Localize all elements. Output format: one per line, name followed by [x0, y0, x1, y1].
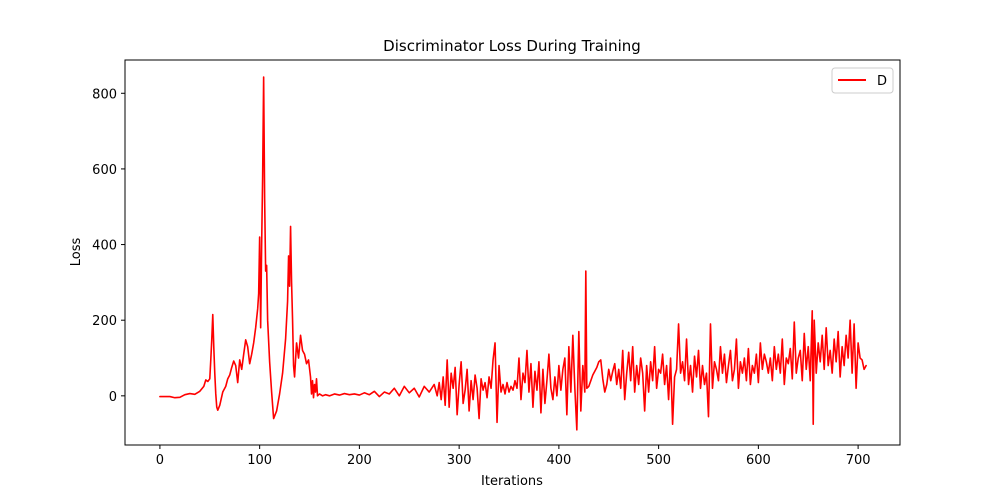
- chart-title: Discriminator Loss During Training: [383, 37, 641, 55]
- y-tick-label: 800: [92, 87, 117, 102]
- x-tick-label: 700: [846, 453, 871, 468]
- axis-ticks: 0 100 200 300 400 500 600 700 0 200 400 600 800: [92, 87, 870, 468]
- series-line-d: [159, 76, 867, 431]
- x-tick-label: 300: [447, 453, 472, 468]
- x-tick-label: 600: [746, 453, 771, 468]
- legend: D: [831, 67, 894, 94]
- y-tick-label: 0: [109, 390, 117, 405]
- x-axis-label: Iterations: [481, 474, 543, 489]
- y-axis-label: Loss: [69, 238, 84, 267]
- y-tick-label: 400: [92, 239, 117, 254]
- x-tick-label: 500: [646, 453, 671, 468]
- x-tick-label: 200: [347, 453, 372, 468]
- x-tick-label: 0: [156, 453, 164, 468]
- y-tick-label: 600: [92, 163, 117, 178]
- legend-label-d: D: [877, 74, 887, 89]
- y-tick-label: 200: [92, 314, 117, 329]
- x-tick-label: 100: [247, 453, 272, 468]
- x-tick-label: 400: [546, 453, 571, 468]
- axes-frame: [124, 59, 901, 446]
- plot-area: [159, 76, 867, 431]
